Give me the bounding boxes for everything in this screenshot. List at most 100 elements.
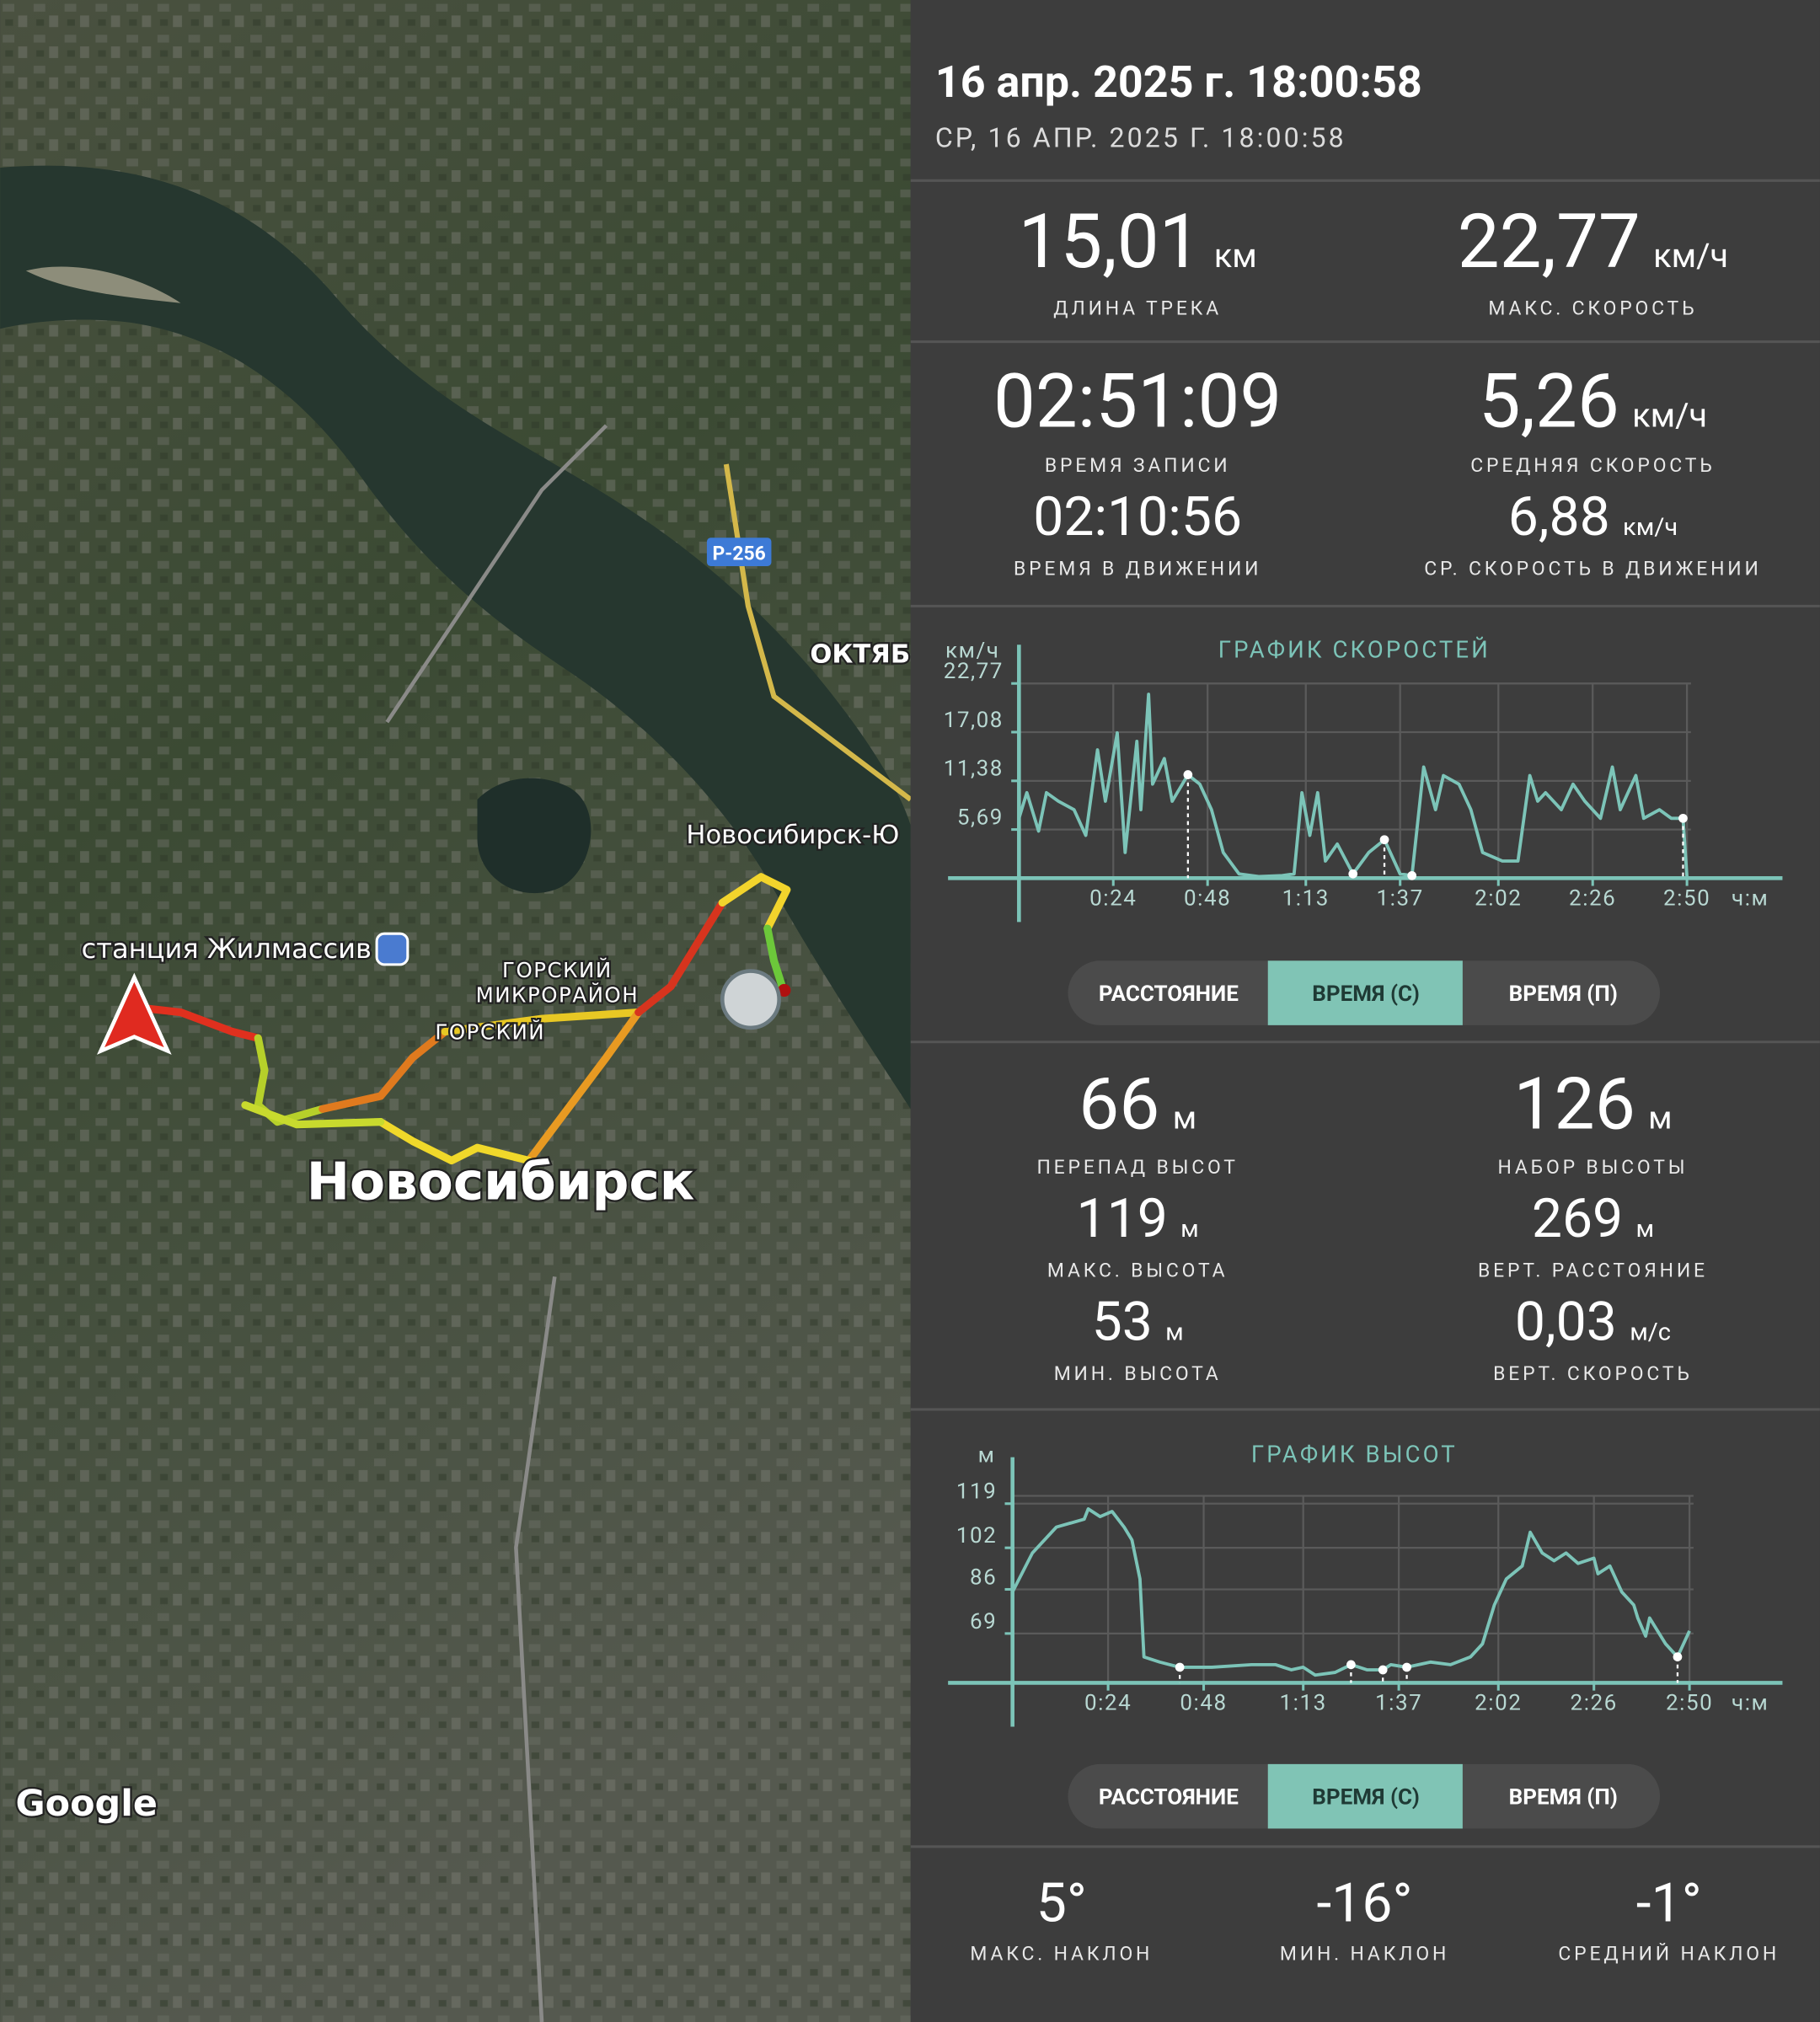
toggle-button[interactable]: ВРЕМЯ (П) (1509, 1784, 1618, 1810)
stat-unit: м (1165, 1318, 1184, 1346)
y-tick-label: 22,77 (944, 659, 1004, 684)
x-tick-label: 2:02 (1475, 1691, 1522, 1716)
stat-value: 6,88 км/ч (1508, 484, 1678, 548)
road (385, 424, 608, 724)
y-unit: км/ч (945, 639, 999, 664)
highway (723, 463, 913, 802)
toggle-selected (1267, 960, 1463, 1025)
stat-label: ВРЕМЯ В ДВИЖЕНИИ (1014, 558, 1261, 580)
stat-number: 5° (1036, 1871, 1087, 1935)
x-tick-label: 2:50 (1663, 885, 1710, 911)
stat-number: 126 (1513, 1061, 1635, 1146)
marker-dot (1678, 813, 1688, 823)
marker-dot (1378, 1665, 1388, 1675)
toggle-selected (1267, 1763, 1463, 1829)
stat-value: 15,01 км (1018, 198, 1256, 286)
x-tick-label: 0:48 (1184, 885, 1231, 911)
x-tick-label: 2:26 (1569, 885, 1616, 911)
y-tick-label: 5,69 (957, 805, 1004, 830)
stat-unit: м/с (1630, 1318, 1671, 1346)
marker-dot (1407, 870, 1417, 880)
x-tick-label: 2:26 (1571, 1691, 1618, 1716)
stat-value: 126 м (1513, 1061, 1672, 1146)
stat-number: 6,88 (1508, 484, 1610, 548)
x-tick-label: 1:37 (1377, 885, 1424, 911)
stat-number: 269 (1532, 1186, 1623, 1250)
map-label: ОКТЯБ (810, 640, 910, 670)
toggle-button[interactable]: РАССТОЯНИЕ (1099, 982, 1239, 1007)
toggle-button[interactable]: ВРЕМЯ (С) (1312, 982, 1420, 1007)
sandbank (25, 266, 181, 303)
toggles: РАССТОЯНИЕ ВРЕМЯ (С) ВРЕМЯ (П) РАССТОЯНИЕ ВР… (1068, 960, 1661, 1829)
map-label: МИКРОРАЙОН (476, 982, 640, 1007)
toggle-button[interactable]: ВРЕМЯ (П) (1509, 982, 1618, 1007)
header-title: 16 апр. 2025 г. 18:00:58 (935, 56, 1422, 108)
stat-value: 269 м (1532, 1186, 1654, 1250)
marker-dot (1183, 770, 1193, 779)
x-tick-label: 0:48 (1180, 1691, 1227, 1716)
stat-number: 22,77 (1458, 198, 1641, 286)
y-tick-label: 102 (956, 1523, 997, 1549)
position-marker (97, 972, 172, 1055)
header-subtitle: СР, 16 АПР. 2025 Г. 18:00:58 (935, 121, 1346, 153)
stat-number: 15,01 (1018, 198, 1201, 286)
separators (910, 179, 1820, 1848)
stat-value: 02:10:56 (1033, 484, 1242, 548)
stat-label: ВЕРТ. РАССТОЯНИЕ (1478, 1259, 1708, 1281)
y-tick-label: 119 (956, 1479, 997, 1505)
stat-label: СРЕДНИЙ НАКЛОН (1558, 1943, 1780, 1966)
stat-unit: м (1180, 1215, 1199, 1244)
stat-unit: км (1214, 236, 1257, 275)
stat-label: ВРЕМЯ ЗАПИСИ (1045, 454, 1231, 477)
stat-label: МАКС. СКОРОСТЬ (1488, 297, 1697, 319)
road-badge (706, 538, 772, 566)
stat-label: МАКС. ВЫСОТА (1047, 1259, 1228, 1281)
x-tick-label: 1:13 (1282, 885, 1330, 911)
stats: 15,01 км ДЛИНА ТРЕКА 22,77 км/ч МАКС. СКОРОСТ… (970, 198, 1780, 1966)
stat-label: ПЕРЕПАД ВЫСОТ (1036, 1156, 1238, 1179)
road-label: Р-256 (713, 542, 766, 564)
chart-title: ГРАФИК ВЫСОТ (1251, 1441, 1458, 1468)
y-tick-label: 69 (970, 1609, 997, 1634)
map-label: Новосибирск-Ю (686, 821, 899, 850)
attribution: Google (16, 1783, 158, 1825)
y-tick-label: 11,38 (944, 757, 1004, 782)
stat-unit: км/ч (1632, 396, 1707, 436)
stat-number: 66 (1079, 1061, 1159, 1146)
stat-label: ДЛИНА ТРЕКА (1053, 297, 1222, 319)
toggle-button[interactable]: ВРЕМЯ (С) (1312, 1784, 1420, 1810)
y-tick-label: 86 (970, 1565, 997, 1590)
toggle-button[interactable]: РАССТОЯНИЕ (1099, 1784, 1239, 1810)
marker-dot (1348, 869, 1358, 879)
map[interactable]: Р-256 станция Жилмассив ГОРСКИЙ МИКРОРАЙ… (0, 0, 913, 2022)
stat-number: 5,26 (1479, 358, 1619, 446)
stat-unit: м (1636, 1215, 1655, 1244)
marker-dot (1673, 1652, 1683, 1661)
marker-dot (1175, 1662, 1185, 1672)
marker-dot (1379, 835, 1389, 845)
lake (477, 778, 592, 894)
stat-number: 02:10:56 (1033, 484, 1242, 548)
stat-value: 5,26 км/ч (1479, 358, 1708, 446)
x-tick-label: 1:37 (1375, 1691, 1422, 1716)
stat-number: 0,03 (1515, 1289, 1617, 1353)
x-tick-label: 2:02 (1475, 885, 1522, 911)
data-line (1010, 1507, 1691, 1677)
stat-label: МАКС. НАКЛОН (970, 1943, 1153, 1966)
river (0, 165, 911, 1110)
map-label: Новосибирск (307, 1152, 695, 1212)
stat-unit: км/ч (1623, 513, 1678, 542)
stat-number: 119 (1077, 1186, 1168, 1250)
stat-value: 02:51:09 (993, 358, 1282, 446)
road (514, 1276, 557, 2022)
stat-label: СРЕДНЯЯ СКОРОСТЬ (1470, 454, 1715, 477)
stat-unit: км/ч (1653, 236, 1728, 275)
chart-title: ГРАФИК СКОРОСТЕЙ (1218, 636, 1491, 664)
x-tick-label: 0:24 (1089, 885, 1137, 911)
map-label: ГОРСКИЙ (502, 958, 613, 982)
stat-unit: м (1173, 1099, 1196, 1137)
x-tick-label: 1:13 (1280, 1691, 1327, 1716)
data-line (1017, 693, 1689, 879)
marker-dot (1346, 1660, 1356, 1670)
